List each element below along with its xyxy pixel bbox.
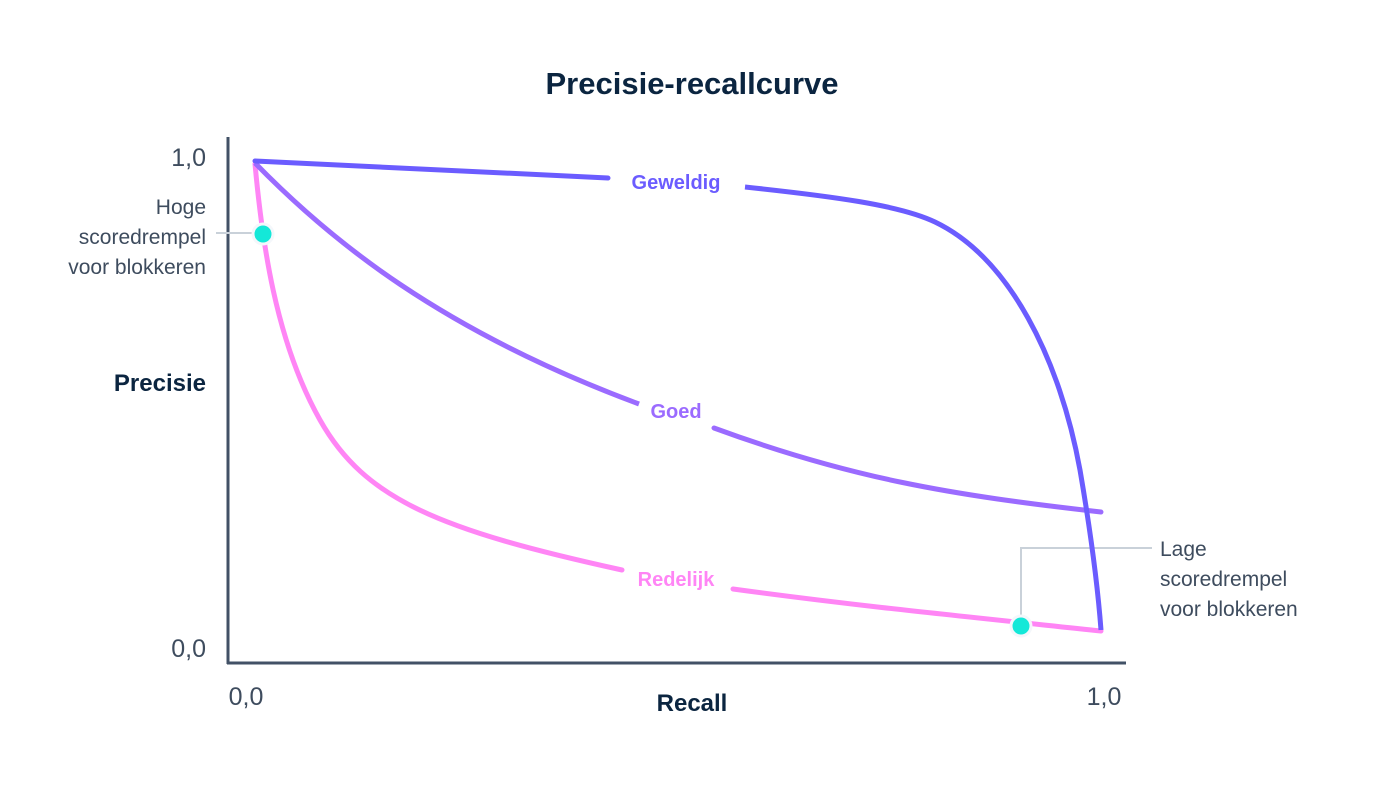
series-label-redelijk: Redelijk	[638, 569, 716, 591]
series-redelijk-line-right	[730, 586, 1104, 634]
annotation-low-threshold: Lage scoredrempel voor blokkeren	[1160, 538, 1298, 621]
high-threshold-marker	[251, 222, 275, 246]
annotation-high-threshold: Hoge scoredrempel voor blokkeren	[68, 196, 206, 279]
series-redelijk-line	[252, 161, 625, 573]
chart-title: Precisie-recallcurve	[546, 66, 839, 101]
y-tick-bottom: 0,0	[171, 635, 206, 663]
annotation-low-line1: Lage	[1160, 538, 1207, 561]
annotation-high-line1: Hoge	[156, 196, 206, 219]
series-geweldig-line	[252, 158, 611, 181]
axes	[226, 137, 1126, 665]
annotation-high-line3: voor blokkeren	[68, 256, 206, 279]
leader-line-low	[1020, 547, 1152, 622]
series-label-goed: Goed	[650, 401, 701, 423]
y-tick-top: 1,0	[171, 144, 206, 172]
annotation-low-line2: scoredrempel	[1160, 568, 1287, 591]
x-tick-left: 0,0	[229, 683, 264, 711]
y-axis-label: Precisie	[114, 370, 206, 397]
annotation-low-line3: voor blokkeren	[1160, 598, 1298, 621]
series-label-geweldig: Geweldig	[632, 172, 721, 194]
series-geweldig-line-right	[744, 184, 1104, 631]
low-threshold-marker	[1009, 614, 1033, 638]
series-goed-line	[253, 161, 640, 407]
x-tick-right: 1,0	[1087, 683, 1122, 711]
x-axis-label: Recall	[657, 690, 728, 717]
annotation-high-line2: scoredrempel	[79, 226, 206, 249]
series-goed-line-right	[711, 425, 1104, 515]
